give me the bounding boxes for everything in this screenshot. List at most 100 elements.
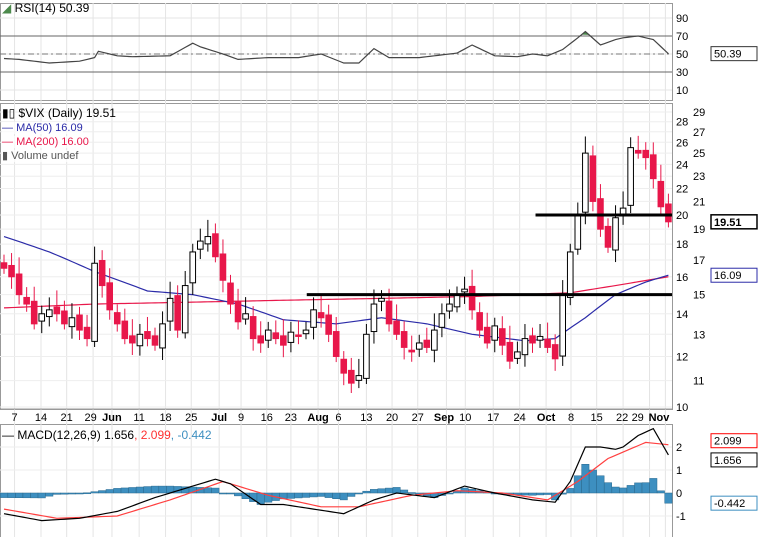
macd-histogram-bar <box>158 485 167 494</box>
candle <box>400 321 408 360</box>
rsi-tick-label: 50 <box>676 49 688 61</box>
x-tick-label: 14 <box>35 412 47 424</box>
candle <box>574 202 582 255</box>
last-price-box <box>710 214 758 230</box>
macd-histogram-bar <box>407 492 416 494</box>
candle-body <box>506 341 514 362</box>
price-tick-label: 12 <box>676 351 688 363</box>
candle <box>181 271 189 339</box>
candle-body <box>529 335 536 344</box>
candle <box>98 250 106 298</box>
macd-tick-label: 0 <box>676 488 682 500</box>
candle <box>83 314 91 347</box>
macd-histogram-bar <box>37 492 46 499</box>
candle-body <box>400 331 408 348</box>
price-tick-label: 20 <box>676 210 688 222</box>
macd-histogram-bar <box>324 492 333 498</box>
candle <box>431 313 438 363</box>
candle <box>619 191 627 225</box>
candle <box>227 274 234 314</box>
candle-body <box>83 326 91 340</box>
x-tick-label: 10 <box>459 412 471 424</box>
candle <box>650 142 657 189</box>
candle-body <box>499 328 506 346</box>
candle <box>106 268 114 320</box>
candle <box>287 321 295 353</box>
candle <box>151 327 159 351</box>
price-tick-label: 13 <box>693 329 705 341</box>
candle <box>204 219 212 252</box>
candle <box>234 288 242 330</box>
candle-body <box>589 155 597 202</box>
macd-histogram-bar <box>604 482 612 494</box>
price-tick-label: 17 <box>693 255 705 267</box>
price-tick-label: 22 <box>676 184 688 196</box>
macd-histogram-bar <box>596 475 605 494</box>
candle-body <box>431 329 438 351</box>
candle <box>461 276 468 304</box>
x-tick-label: Jul <box>211 412 227 424</box>
x-tick-label: Aug <box>307 412 328 424</box>
candle-body <box>551 344 559 360</box>
candle <box>15 257 23 305</box>
macd-histogram-bar <box>332 492 341 499</box>
macd-histogram-bar <box>558 492 567 495</box>
macd-histogram-bar <box>7 492 16 498</box>
candle-body <box>332 331 340 357</box>
candle <box>521 324 529 367</box>
macd-histogram-bar <box>664 492 673 504</box>
candle <box>408 335 415 362</box>
candle-body <box>378 297 385 302</box>
x-tick-label: 29 <box>632 412 644 424</box>
candle <box>370 289 378 344</box>
macd-histogram-bar <box>60 492 69 495</box>
candle <box>657 164 665 215</box>
candle-body <box>665 203 672 223</box>
x-tick-label: 21 <box>61 412 73 424</box>
candle <box>483 312 491 349</box>
macd-histogram-bar <box>90 491 99 494</box>
macd-signal-line <box>3 441 669 519</box>
candle <box>91 246 98 347</box>
macd-histogram-bar <box>294 492 303 499</box>
price-tick-label: 29 <box>693 107 705 119</box>
candle <box>257 321 264 353</box>
macd-histogram-bar <box>203 487 212 494</box>
candle <box>514 341 521 364</box>
macd-value: 1.656 <box>104 428 135 442</box>
candle <box>159 311 166 360</box>
x-tick-label: 7 <box>12 412 18 424</box>
macd-histogram-bar <box>377 488 386 494</box>
candle <box>529 327 536 353</box>
x-tick-label: 20 <box>386 412 398 424</box>
candle <box>76 306 83 340</box>
macd-histogram-bar <box>113 488 122 494</box>
macd-histogram-bar <box>385 487 394 494</box>
candle-body <box>423 339 431 348</box>
candle <box>30 286 38 330</box>
candle <box>393 304 400 340</box>
candle-body <box>121 320 129 340</box>
candle-body <box>197 240 204 250</box>
macd-histogram-bar <box>362 490 371 494</box>
rsi-tick-label: 70 <box>676 31 688 43</box>
macd-histogram-bar <box>347 492 356 497</box>
candle-body <box>363 333 370 379</box>
price-tick-label: 21 <box>693 196 705 208</box>
candle <box>144 316 151 347</box>
candle-body <box>302 329 310 335</box>
candle-body <box>317 312 325 319</box>
candle <box>317 295 325 328</box>
candle-body <box>476 312 483 331</box>
price-tick-label: 24 <box>676 159 688 171</box>
candle <box>242 297 249 325</box>
macd-histogram-bar <box>128 487 137 494</box>
candle-body <box>242 313 249 320</box>
macd-histogram-bar <box>354 492 363 495</box>
macd-line-value-box <box>710 452 758 468</box>
macd-histogram-bar <box>573 475 582 494</box>
macd-panel-border <box>0 424 673 537</box>
candle-body <box>642 149 650 159</box>
candle <box>597 184 604 237</box>
candle-body <box>385 300 393 325</box>
